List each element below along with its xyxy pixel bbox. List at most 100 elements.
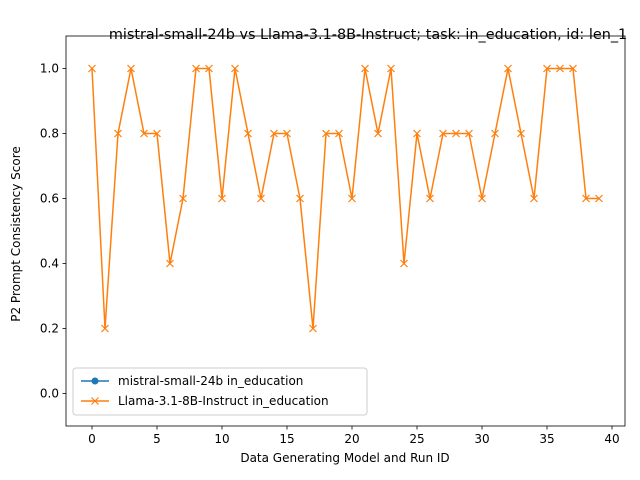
data-point — [530, 194, 538, 203]
marker-stroke — [361, 64, 369, 73]
marker-stroke — [335, 129, 343, 138]
marker-stroke — [257, 194, 265, 203]
legend-frame — [72, 367, 368, 416]
x-tick-label: 35 — [539, 432, 554, 446]
marker-stroke — [374, 129, 382, 138]
y-tick-label: 0.8 — [40, 127, 59, 141]
y-axis-ticks: 0.0 0.2 0.4 0.6 0.8 1.0 — [40, 62, 66, 401]
marker-stroke — [296, 194, 304, 203]
marker-stroke — [465, 129, 473, 138]
series-1 — [88, 64, 603, 333]
legend-item: Llama-3.1-8B-Instruct in_education — [81, 394, 329, 408]
marker-stroke — [127, 64, 135, 73]
x-tick-label: 10 — [214, 432, 229, 446]
y-tick-label: 0.4 — [40, 257, 59, 271]
marker-stroke — [517, 129, 525, 138]
marker-stroke — [439, 129, 447, 138]
data-point — [452, 129, 460, 138]
y-tick-label: 1.0 — [40, 62, 59, 76]
marker-stroke — [192, 64, 200, 73]
marker-stroke — [309, 324, 317, 333]
data-point — [504, 64, 512, 73]
data-point — [478, 194, 486, 203]
plot-frame — [65, 35, 626, 427]
plot-area — [65, 35, 626, 427]
data-point — [517, 129, 525, 138]
legend-marker — [91, 377, 99, 385]
data-point — [270, 129, 278, 138]
data-point — [179, 194, 187, 203]
y-tick-label: 0.2 — [40, 322, 59, 336]
data-point — [296, 194, 304, 203]
data-point — [218, 194, 226, 203]
data-point — [491, 129, 499, 138]
legend-label: Llama-3.1-8B-Instruct in_education — [118, 394, 329, 408]
data-point — [556, 64, 564, 73]
chart-title: mistral-small-24b vs Llama-3.1-8B-Instru… — [109, 27, 627, 43]
marker-stroke — [205, 64, 213, 73]
x-tick-label: 20 — [344, 432, 359, 446]
data-point — [582, 194, 590, 203]
marker-stroke — [387, 64, 395, 73]
data-point — [400, 259, 408, 268]
data-point — [166, 259, 174, 268]
legend: mistral-small-24b in_education Llama-3.1-… — [72, 367, 368, 416]
data-point — [309, 324, 317, 333]
marker-stroke — [569, 64, 577, 73]
data-point — [335, 129, 343, 138]
legend-label: mistral-small-24b in_education — [118, 374, 303, 388]
x-tick-label: 25 — [409, 432, 424, 446]
marker-stroke — [101, 324, 109, 333]
data-point — [595, 194, 603, 203]
marker-stroke — [114, 129, 122, 138]
x-tick-label: 40 — [604, 432, 619, 446]
marker-stroke — [400, 259, 408, 268]
legend-item: mistral-small-24b in_education — [81, 374, 303, 388]
data-point — [257, 194, 265, 203]
marker-stroke — [218, 194, 226, 203]
marker-stroke — [543, 64, 551, 73]
marker-stroke — [166, 259, 174, 268]
marker-stroke — [452, 129, 460, 138]
marker-stroke — [426, 194, 434, 203]
series-layer — [88, 64, 603, 333]
marker-stroke — [582, 194, 590, 203]
marker-stroke — [322, 129, 330, 138]
data-point — [387, 64, 395, 73]
data-point — [114, 129, 122, 138]
x-axis-ticks: 0 5 10 15 20 25 30 35 40 — [88, 426, 620, 446]
y-axis-label: P2 Prompt Consistency Score — [9, 146, 23, 322]
data-point — [88, 64, 96, 73]
marker-stroke — [153, 129, 161, 138]
marker-stroke — [179, 194, 187, 203]
data-point — [348, 194, 356, 203]
data-point — [140, 129, 148, 138]
data-point — [543, 64, 551, 73]
marker-stroke — [244, 129, 252, 138]
marker-stroke — [504, 64, 512, 73]
marker-stroke — [348, 194, 356, 203]
marker-stroke — [556, 64, 564, 73]
x-tick-label: 30 — [474, 432, 489, 446]
data-point — [374, 129, 382, 138]
marker-stroke — [88, 64, 96, 73]
data-point — [127, 64, 135, 73]
marker-stroke — [283, 129, 291, 138]
marker-stroke — [595, 194, 603, 203]
x-tick-label: 15 — [279, 432, 294, 446]
series-line — [91, 67, 599, 330]
marker-stroke — [530, 194, 538, 203]
marker-stroke — [478, 194, 486, 203]
data-point — [465, 129, 473, 138]
data-point — [439, 129, 447, 138]
x-tick-label: 0 — [88, 432, 96, 446]
data-point — [244, 129, 252, 138]
data-point — [569, 64, 577, 73]
data-point — [283, 129, 291, 138]
marker-stroke — [491, 129, 499, 138]
data-point — [413, 129, 421, 138]
x-tick-label: 5 — [153, 432, 161, 446]
marker-stroke — [140, 129, 148, 138]
